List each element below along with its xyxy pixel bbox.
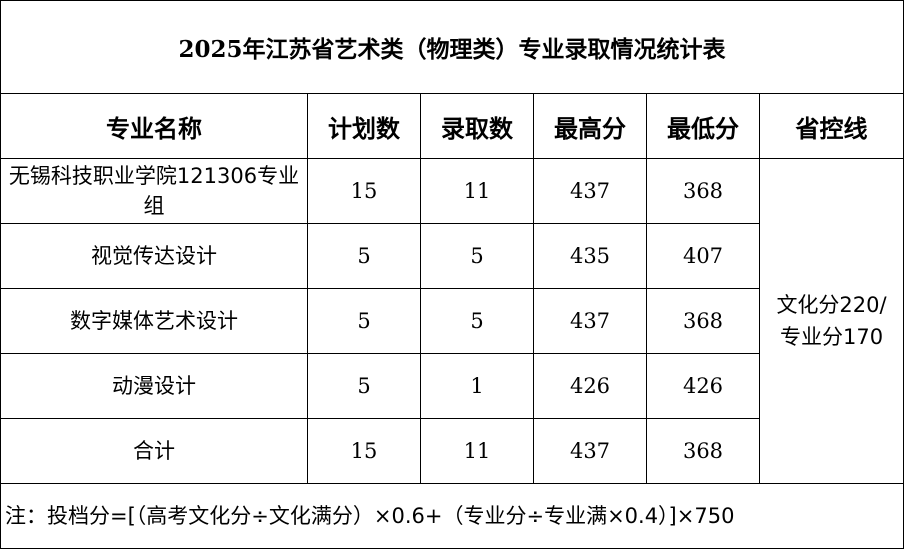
admitted-count: 1 xyxy=(420,353,534,419)
major-name: 数字媒体艺术设计 xyxy=(0,288,308,354)
min-score: 407 xyxy=(646,223,760,289)
formula-note: 注：投档分=[（高考文化分÷文化满分）×0.6+（专业分÷专业满×0.4）]×7… xyxy=(0,483,904,549)
header-min: 最低分 xyxy=(646,93,760,159)
admitted-count: 11 xyxy=(420,158,534,224)
major-name: 合计 xyxy=(0,418,308,484)
min-score: 368 xyxy=(646,288,760,354)
plan-count: 15 xyxy=(307,418,421,484)
major-name: 动漫设计 xyxy=(0,353,308,419)
max-score: 435 xyxy=(533,223,647,289)
table-row: 数字媒体艺术设计 5 5 437 368 xyxy=(0,288,904,354)
admitted-count: 5 xyxy=(420,288,534,354)
header-control: 省控线 xyxy=(758,93,904,159)
note-text: 注：投档分=[（高考文化分÷文化满分）×0.6+（专业分÷专业满×0.4）]×7… xyxy=(5,503,735,528)
control-line: 文化分220/专业分170 xyxy=(758,158,904,484)
admitted-count: 5 xyxy=(420,223,534,289)
header-max: 最高分 xyxy=(533,93,647,159)
header-plan: 计划数 xyxy=(307,93,421,159)
min-score: 368 xyxy=(646,158,760,224)
header-name: 专业名称 xyxy=(0,93,308,159)
max-score: 437 xyxy=(533,418,647,484)
major-name: 无锡科技职业学院121306专业组 xyxy=(0,158,308,224)
major-name: 视觉传达设计 xyxy=(0,223,308,289)
max-score: 437 xyxy=(533,288,647,354)
max-score: 437 xyxy=(533,158,647,224)
min-score: 426 xyxy=(646,353,760,419)
plan-count: 15 xyxy=(307,158,421,224)
admitted-count: 11 xyxy=(420,418,534,484)
table-row: 动漫设计 5 1 426 426 xyxy=(0,353,904,419)
plan-count: 5 xyxy=(307,223,421,289)
plan-count: 5 xyxy=(307,353,421,419)
header-row: 专业名称 计划数 录取数 最高分 最低分 省控线 xyxy=(0,93,904,159)
table-title: 2025年江苏省艺术类（物理类）专业录取情况统计表 xyxy=(0,0,904,94)
table-row: 无锡科技职业学院121306专业组 15 11 437 368 文化分220/专… xyxy=(0,158,904,484)
plan-count: 5 xyxy=(307,288,421,354)
min-score: 368 xyxy=(646,418,760,484)
max-score: 426 xyxy=(533,353,647,419)
header-admitted: 录取数 xyxy=(420,93,534,159)
total-row: 合计 15 11 437 368 xyxy=(0,418,904,484)
table-row: 视觉传达设计 5 5 435 407 xyxy=(0,223,904,289)
